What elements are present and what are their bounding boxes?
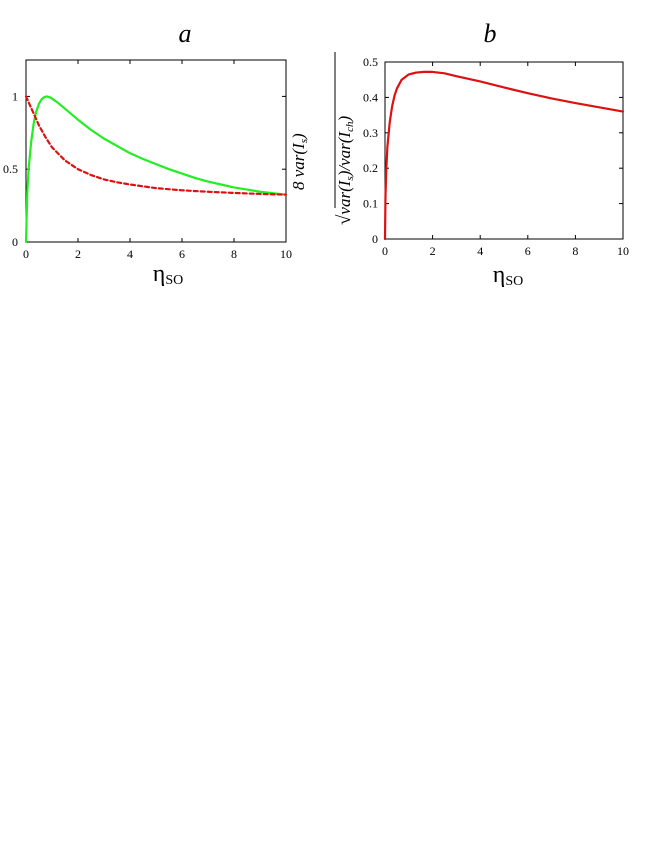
y-tick-label: 0.1	[363, 197, 378, 211]
y-tick-label: 1	[12, 89, 18, 103]
panel-a-y-ticks: 00.51	[3, 89, 286, 249]
x-tick-label: 4	[477, 244, 483, 258]
panel-b-x-ticks: 0 2 4 6 8 10	[382, 62, 629, 258]
panel-b-ylabel: √var(Is)/var(Ich)	[334, 116, 356, 225]
x-tick-label: 4	[127, 247, 133, 261]
x-tick-label: 6	[525, 244, 531, 258]
x-tick-label: 10	[617, 244, 629, 258]
panel-b: b 0 2 4 6 8 10 0 0.1 0.2 0.3 0.4 0.5 ηSO √var(Is)/…	[334, 19, 629, 289]
panel-b-title: b	[484, 19, 497, 48]
y-tick-label: 0.4	[363, 90, 378, 104]
y-tick-label: 0	[372, 232, 378, 246]
x-tick-label: 0	[382, 244, 388, 258]
panel-a-frame	[25, 59, 287, 243]
x-tick-label: 10	[280, 247, 292, 261]
figure: a 0 2 4 6 8 10 00.51 ηSO 8 var(Is) b 0 2 4 6 8 10 …	[3, 19, 629, 289]
panel-a-title: a	[179, 19, 192, 48]
panel-a-ylabel-right: 8 var(Is)	[289, 133, 310, 190]
panel-a-x-ticks: 0 2 4 6 8 10	[23, 60, 292, 261]
series-line-1	[383, 70, 625, 241]
panel-a-xlabel: ηSO	[153, 261, 183, 288]
series-line-2	[24, 95, 288, 196]
x-tick-label: 8	[231, 247, 237, 261]
x-tick-label: 0	[23, 247, 29, 261]
x-tick-label: 2	[430, 244, 436, 258]
panel-b-frame	[384, 61, 624, 240]
panel-a: a 0 2 4 6 8 10 00.51 ηSO 8 var(Is)	[3, 19, 310, 288]
x-tick-label: 8	[572, 244, 578, 258]
panel-a-series	[24, 95, 288, 244]
x-tick-label: 2	[75, 247, 81, 261]
y-tick-label: 0.5	[363, 55, 378, 69]
panel-b-xlabel: ηSO	[493, 262, 523, 289]
x-tick-label: 6	[179, 247, 185, 261]
y-tick-label: 0	[12, 235, 18, 249]
panel-b-series	[383, 70, 625, 241]
y-tick-label: 0.2	[363, 161, 378, 175]
y-tick-label: 0.3	[363, 126, 378, 140]
series-line-1	[24, 95, 288, 244]
y-tick-label: 0.5	[3, 162, 18, 176]
